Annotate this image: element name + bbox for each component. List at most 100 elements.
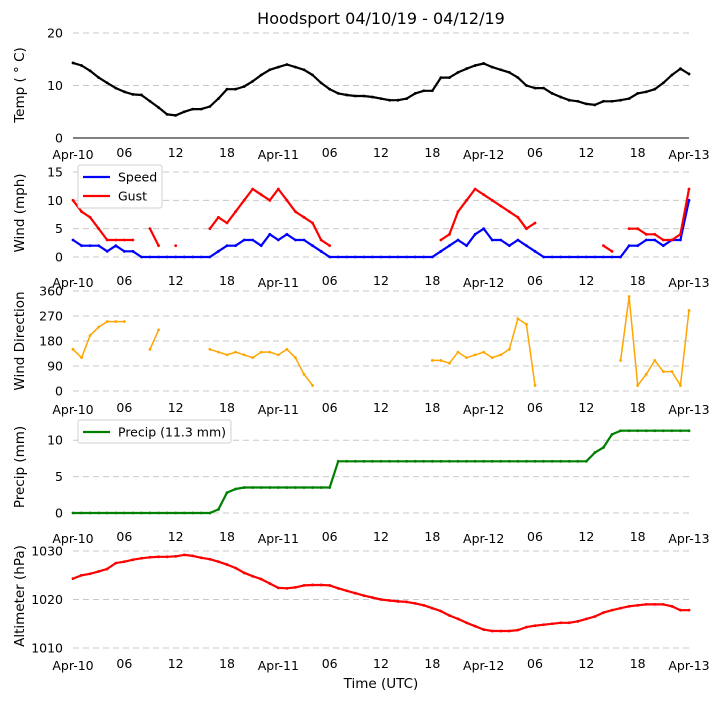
data-point [259,193,263,197]
x-tick-label: 06 [116,400,132,415]
data-point [422,603,426,607]
data-point [242,486,246,489]
y-tick-label: 15 [47,165,63,180]
data-point [208,255,212,259]
data-point [413,255,417,259]
data-point [644,232,648,236]
x-tick-label: 18 [424,273,440,288]
data-point [88,572,92,576]
data-point [636,227,640,231]
data-point [448,614,451,617]
data-point [311,486,314,489]
data-point [516,317,520,321]
x-tick-label: Apr-12 [463,275,504,290]
data-point [259,244,263,248]
data-point [379,255,383,259]
data-point [516,238,520,242]
data-point [525,459,528,463]
series-line [72,187,691,253]
data-point [328,584,332,587]
data-point [670,238,674,242]
x-tick-label: 06 [527,400,543,415]
data-point [627,227,631,231]
data-point [619,429,622,433]
data-point [559,459,563,463]
x-tick-label: 18 [219,400,235,415]
data-point [345,459,349,463]
data-point [140,511,143,515]
data-point [319,238,323,242]
data-point [525,84,528,87]
data-point [602,99,605,103]
data-point [653,87,657,91]
data-point [456,459,460,463]
x-tick-label: 06 [322,529,338,544]
data-point [122,249,126,253]
series-direction [71,295,691,387]
data-point [473,624,477,628]
data-point [636,603,640,607]
data-point [627,97,631,101]
data-point [353,591,357,595]
data-point [294,238,297,242]
data-point [533,221,537,225]
data-point [405,600,409,604]
data-point [97,511,101,515]
x-tick-label: 12 [578,273,594,288]
data-point [268,232,272,236]
x-tick-label: 18 [219,656,235,671]
y-tick-label: 1020 [31,592,63,607]
data-point [199,556,203,560]
x-tick-label: 06 [322,400,338,415]
x-tick-label: 06 [322,273,338,288]
x-tick-label: 12 [373,400,389,415]
data-point [465,67,468,71]
data-point [465,621,468,625]
y-tick-label: 10 [47,433,63,448]
data-point [525,322,528,326]
data-point [567,459,571,463]
x-tick-label: 18 [630,656,646,671]
data-point [602,611,605,614]
data-point [473,353,477,357]
data-point [285,486,289,489]
data-point [165,255,169,259]
y-tick-label: 5 [55,469,63,484]
data-point [71,347,75,351]
data-point [482,459,486,463]
data-point [610,255,614,259]
data-point [448,76,451,80]
data-point [507,629,511,633]
data-point [114,244,118,248]
data-point [439,459,443,463]
data-point [319,486,323,489]
data-point [593,451,597,454]
x-tick-label: 06 [527,145,543,160]
data-point [88,244,92,248]
data-point [473,64,477,67]
data-point [268,350,272,354]
data-point [225,563,229,566]
x-tick-label: 06 [527,529,543,544]
y-axis-label: Wind (mph) [12,173,28,252]
x-tick-label: 18 [630,273,646,288]
data-point [199,255,203,259]
data-point [199,107,203,111]
data-point [199,511,203,515]
data-point [71,511,75,515]
data-point [80,64,83,67]
data-point [644,602,648,606]
data-point [302,68,306,72]
data-point [294,210,297,214]
data-point [217,97,220,101]
data-point [661,602,665,606]
data-point [276,586,280,590]
data-point [157,555,160,559]
series-temp [71,61,691,117]
series-line [72,553,689,633]
data-point [311,244,314,248]
y-tick-label: 90 [47,359,63,374]
data-point [644,90,648,94]
data-point [336,255,340,259]
data-point [687,309,691,312]
